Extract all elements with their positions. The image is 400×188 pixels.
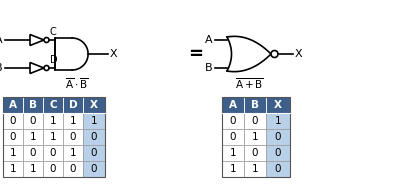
Text: 0: 0 <box>10 132 16 142</box>
Text: 1: 1 <box>252 132 258 142</box>
Bar <box>244 145 266 161</box>
Text: 0: 0 <box>275 148 281 158</box>
Bar <box>3 145 23 161</box>
Bar <box>83 145 105 161</box>
Bar <box>63 161 83 177</box>
Text: A: A <box>229 100 237 110</box>
Circle shape <box>44 65 49 70</box>
Text: 0: 0 <box>230 132 236 142</box>
Text: $\overline{\mathsf{A}} \cdot \overline{\mathsf{B}}$: $\overline{\mathsf{A}} \cdot \overline{\… <box>65 76 88 91</box>
Text: D: D <box>69 100 77 110</box>
Bar <box>23 97 43 113</box>
Text: 0: 0 <box>70 132 76 142</box>
Text: A: A <box>205 35 213 45</box>
Bar <box>266 161 290 177</box>
Text: X: X <box>90 100 98 110</box>
Text: 1: 1 <box>50 116 56 126</box>
Text: 1: 1 <box>70 148 76 158</box>
Bar <box>43 113 63 129</box>
Text: 0: 0 <box>10 116 16 126</box>
Bar <box>43 145 63 161</box>
Text: D: D <box>50 55 58 65</box>
Text: 1: 1 <box>30 164 36 174</box>
Bar <box>43 97 63 113</box>
Bar <box>222 113 244 129</box>
Bar <box>43 161 63 177</box>
Bar <box>83 97 105 113</box>
Text: A: A <box>9 100 17 110</box>
Text: A: A <box>0 35 3 45</box>
Bar <box>63 113 83 129</box>
Text: 1: 1 <box>10 164 16 174</box>
Text: B: B <box>205 63 213 73</box>
Text: 0: 0 <box>50 148 56 158</box>
Bar <box>3 97 105 177</box>
Polygon shape <box>30 62 44 74</box>
Text: B: B <box>251 100 259 110</box>
Bar <box>23 113 43 129</box>
Text: 0: 0 <box>252 116 258 126</box>
Bar <box>23 129 43 145</box>
Text: 0: 0 <box>30 116 36 126</box>
Text: 1: 1 <box>30 132 36 142</box>
Text: 0: 0 <box>275 132 281 142</box>
Text: $\overline{\mathsf{A+B}}$: $\overline{\mathsf{A+B}}$ <box>234 76 264 91</box>
Bar <box>244 161 266 177</box>
Text: C: C <box>50 27 57 37</box>
Text: 0: 0 <box>252 148 258 158</box>
Text: 1: 1 <box>10 148 16 158</box>
Text: 0: 0 <box>275 164 281 174</box>
Bar <box>63 129 83 145</box>
Bar <box>23 161 43 177</box>
Bar <box>83 113 105 129</box>
Text: 0: 0 <box>230 116 236 126</box>
Circle shape <box>271 51 278 58</box>
Text: X: X <box>295 49 303 59</box>
Bar <box>63 145 83 161</box>
Bar <box>222 97 244 113</box>
Bar <box>222 161 244 177</box>
Text: C: C <box>49 100 57 110</box>
Bar <box>43 129 63 145</box>
Bar <box>23 145 43 161</box>
Polygon shape <box>30 35 44 45</box>
Text: 0: 0 <box>91 132 97 142</box>
Text: B: B <box>29 100 37 110</box>
Text: 1: 1 <box>91 116 97 126</box>
Bar <box>63 97 83 113</box>
Text: X: X <box>110 49 118 59</box>
Text: 1: 1 <box>50 132 56 142</box>
Bar <box>83 161 105 177</box>
Text: 1: 1 <box>230 148 236 158</box>
Text: 1: 1 <box>70 116 76 126</box>
Bar <box>222 97 290 177</box>
Text: 0: 0 <box>30 148 36 158</box>
Bar <box>83 129 105 145</box>
Text: B: B <box>0 63 3 73</box>
Bar <box>3 113 23 129</box>
Text: 1: 1 <box>252 164 258 174</box>
Bar <box>266 145 290 161</box>
Circle shape <box>44 37 49 42</box>
Text: 0: 0 <box>91 164 97 174</box>
Text: 1: 1 <box>230 164 236 174</box>
Bar <box>222 129 244 145</box>
Text: 0: 0 <box>50 164 56 174</box>
Bar <box>266 113 290 129</box>
Bar <box>3 129 23 145</box>
Text: X: X <box>274 100 282 110</box>
Text: 0: 0 <box>70 164 76 174</box>
Bar <box>244 129 266 145</box>
Bar <box>3 97 23 113</box>
Bar <box>222 145 244 161</box>
Text: 0: 0 <box>91 148 97 158</box>
Text: =: = <box>188 45 204 63</box>
Bar <box>3 161 23 177</box>
Text: 1: 1 <box>275 116 281 126</box>
Bar <box>244 97 266 113</box>
Bar <box>244 113 266 129</box>
Bar <box>266 97 290 113</box>
Bar <box>266 129 290 145</box>
